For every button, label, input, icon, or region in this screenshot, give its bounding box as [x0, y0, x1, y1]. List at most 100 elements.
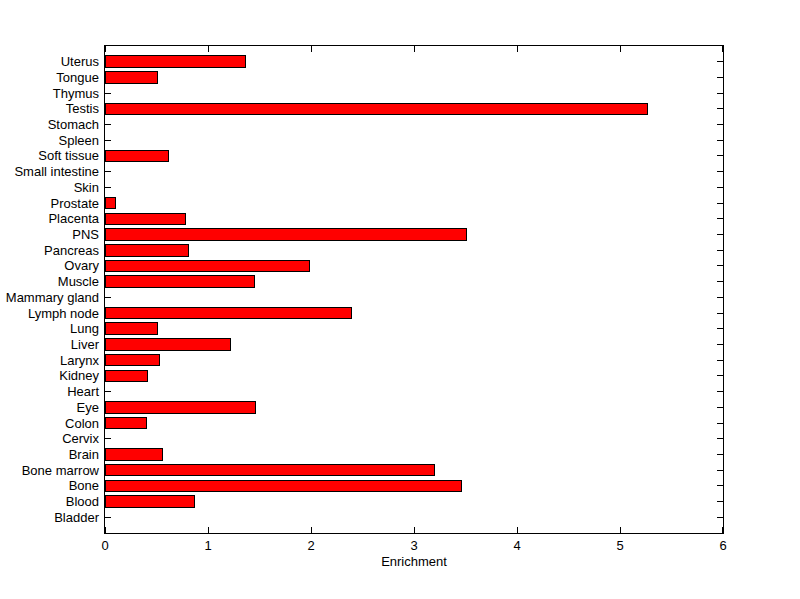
x-tick-label: 5	[600, 539, 640, 552]
y-tick-label: Liver	[0, 338, 99, 351]
y-tick-right	[717, 77, 723, 78]
bar-lung	[105, 322, 158, 335]
y-tick-label: Skin	[0, 181, 99, 194]
bar-brain	[105, 448, 163, 461]
bar-lymph-node	[105, 307, 352, 320]
bar-colon	[105, 417, 147, 430]
y-tick-right	[717, 140, 723, 141]
y-tick-label: PNS	[0, 228, 99, 241]
y-tick-label: Placenta	[0, 212, 99, 225]
x-tick-bottom	[208, 527, 209, 533]
y-tick-label: Soft tissue	[0, 149, 99, 162]
y-tick-right	[717, 108, 723, 109]
x-tick-bottom	[722, 527, 723, 533]
bar-soft-tissue	[105, 150, 169, 163]
bar-larynx	[105, 354, 160, 367]
bar-muscle	[105, 275, 255, 288]
y-tick-left	[105, 517, 111, 518]
x-tick-bottom	[414, 527, 415, 533]
y-tick-label: Lymph node	[0, 307, 99, 320]
bar-pancreas	[105, 244, 189, 257]
x-tick-bottom	[517, 527, 518, 533]
y-tick-right	[717, 218, 723, 219]
y-tick-label: Cervix	[0, 432, 99, 445]
y-tick-right	[717, 187, 723, 188]
y-tick-right	[717, 234, 723, 235]
x-tick-top	[517, 46, 518, 52]
y-tick-label: Brain	[0, 448, 99, 461]
y-tick-left	[105, 297, 111, 298]
y-tick-right	[717, 171, 723, 172]
bar-bone-marrow	[105, 464, 435, 477]
y-tick-right	[717, 517, 723, 518]
y-tick-right	[717, 438, 723, 439]
x-tick-top	[105, 46, 106, 52]
x-tick-label: 4	[497, 539, 537, 552]
bar-uterus	[105, 55, 246, 68]
y-tick-label: Muscle	[0, 275, 99, 288]
x-tick-bottom	[311, 527, 312, 533]
y-tick-label: Bladder	[0, 511, 99, 524]
bar-kidney	[105, 370, 148, 383]
y-tick-label: Larynx	[0, 354, 99, 367]
y-tick-right	[717, 155, 723, 156]
bar-placenta	[105, 213, 186, 226]
y-tick-right	[717, 375, 723, 376]
y-tick-label: Small intestine	[0, 165, 99, 178]
y-tick-label: Bone	[0, 479, 99, 492]
y-tick-label: Colon	[0, 417, 99, 430]
bar-eye	[105, 401, 256, 414]
bar-prostate	[105, 197, 116, 210]
y-tick-right	[717, 407, 723, 408]
y-tick-right	[717, 360, 723, 361]
bar-pns	[105, 228, 467, 241]
y-tick-right	[717, 470, 723, 471]
y-tick-label: Stomach	[0, 118, 99, 131]
y-tick-label: Ovary	[0, 259, 99, 272]
y-tick-right	[717, 265, 723, 266]
y-tick-right	[717, 93, 723, 94]
x-axis-title: Enrichment	[104, 555, 724, 568]
y-tick-left	[105, 438, 111, 439]
x-tick-label: 3	[394, 539, 434, 552]
y-tick-label: Tongue	[0, 71, 99, 84]
y-tick-label: Lung	[0, 322, 99, 335]
y-tick-right	[717, 281, 723, 282]
y-tick-right	[717, 423, 723, 424]
x-tick-label: 1	[188, 539, 228, 552]
y-tick-right	[717, 203, 723, 204]
bar-blood	[105, 495, 195, 508]
y-tick-label: Eye	[0, 401, 99, 414]
plot-area	[104, 45, 724, 534]
y-tick-label: Spleen	[0, 134, 99, 147]
y-tick-right	[717, 344, 723, 345]
x-tick-top	[311, 46, 312, 52]
x-tick-label: 2	[291, 539, 331, 552]
y-tick-right	[717, 454, 723, 455]
y-tick-label: Uterus	[0, 55, 99, 68]
y-tick-right	[717, 328, 723, 329]
y-tick-label: Mammary gland	[0, 291, 99, 304]
y-tick-label: Prostate	[0, 197, 99, 210]
y-tick-left	[105, 140, 111, 141]
x-tick-top	[620, 46, 621, 52]
y-tick-right	[717, 313, 723, 314]
y-tick-label: Blood	[0, 495, 99, 508]
y-tick-left	[105, 171, 111, 172]
y-tick-left	[105, 391, 111, 392]
x-tick-label: 6	[703, 539, 743, 552]
y-tick-right	[717, 485, 723, 486]
y-tick-label: Bone marrow	[0, 464, 99, 477]
bar-tongue	[105, 71, 158, 84]
x-tick-top	[722, 46, 723, 52]
y-tick-label: Testis	[0, 102, 99, 115]
x-tick-bottom	[105, 527, 106, 533]
bar-liver	[105, 338, 231, 351]
y-tick-right	[717, 124, 723, 125]
bar-testis	[105, 103, 648, 116]
y-tick-left	[105, 187, 111, 188]
y-tick-label: Heart	[0, 385, 99, 398]
y-tick-right	[717, 61, 723, 62]
y-tick-right	[717, 297, 723, 298]
y-tick-right	[717, 501, 723, 502]
